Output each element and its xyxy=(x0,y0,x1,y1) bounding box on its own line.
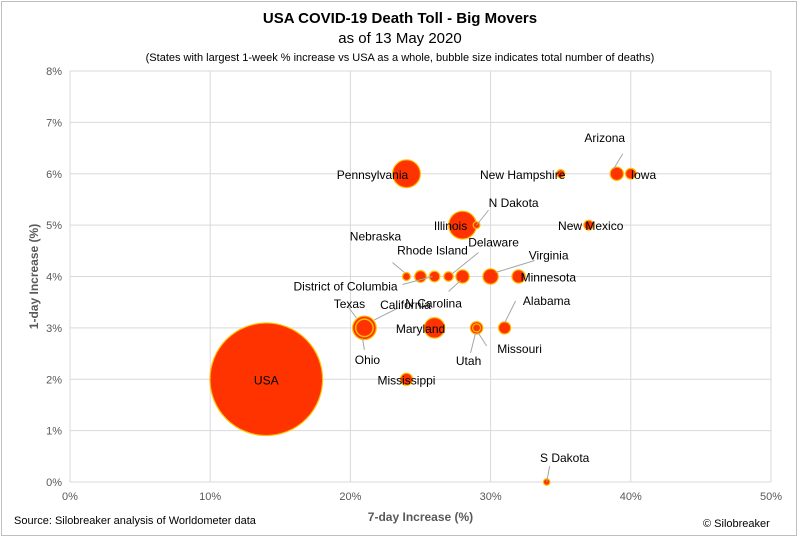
leader-line-arizona xyxy=(613,153,624,170)
point-label-alabama: Alabama xyxy=(523,294,571,308)
point-label-nebraska: Nebraska xyxy=(350,230,402,244)
point-label-minnesota: Minnesota xyxy=(521,271,577,285)
y-tick-label: 8% xyxy=(46,66,62,78)
y-axis-title: 1-day Increase (%) xyxy=(27,224,41,329)
leader-line-n-carolina xyxy=(448,280,461,292)
y-tick-label: 7% xyxy=(46,117,62,129)
point-label-usa: USA xyxy=(254,373,279,387)
bubble-n-carolina xyxy=(455,269,470,284)
leader-line-n-dakota xyxy=(476,209,489,226)
x-tick-label: 40% xyxy=(620,491,642,503)
point-label-pennsylvania: Pennsylvania xyxy=(337,168,409,182)
leader-line-alabama xyxy=(504,300,517,324)
x-tick-label: 20% xyxy=(339,491,361,503)
point-label-maryland: Maryland xyxy=(396,322,445,336)
y-tick-label: 6% xyxy=(46,169,62,181)
point-label-new-mexico: New Mexico xyxy=(558,219,624,233)
bubble-nebraska xyxy=(401,271,412,282)
point-label-missouri: Missouri xyxy=(497,342,542,356)
y-tick-label: 5% xyxy=(46,220,62,232)
point-label-new-hampshire: New Hampshire xyxy=(480,168,566,182)
bubble-new-mexico xyxy=(583,219,595,231)
bubble-usa xyxy=(209,322,324,437)
y-tick-label: 0% xyxy=(46,477,62,489)
point-label-delaware: Delaware xyxy=(468,236,519,250)
bubble-district-of-columbia xyxy=(428,270,441,283)
bubble-alabama xyxy=(497,321,512,335)
x-tick-label: 10% xyxy=(199,491,221,503)
point-label-n-dakota: N Dakota xyxy=(489,196,539,210)
point-label-illinois: Illinois xyxy=(434,219,467,233)
bubble-delaware xyxy=(443,271,454,282)
leader-line-california xyxy=(374,307,399,321)
leader-line-ohio xyxy=(361,337,365,350)
y-tick-label: 1% xyxy=(46,426,62,438)
x-axis-title: 7-day Increase (%) xyxy=(368,510,473,524)
bubble-mississippi xyxy=(399,372,414,386)
chart-title: USA COVID-19 Death Toll - Big Movers xyxy=(262,10,538,27)
bubble-maryland xyxy=(423,317,446,339)
leader-line-texas xyxy=(347,305,357,319)
x-tick-label: 0% xyxy=(62,491,78,503)
x-tick-label: 30% xyxy=(480,491,502,503)
bubble-utah xyxy=(472,323,482,333)
leader-line-utah xyxy=(470,332,477,353)
bubble-texas xyxy=(355,318,374,338)
leader-line-delaware xyxy=(452,252,479,274)
chart-note: (States with largest 1-week % increase v… xyxy=(145,52,655,64)
leader-line-s-dakota xyxy=(546,465,551,483)
y-tick-label: 2% xyxy=(46,374,62,386)
bubble-pennsylvania xyxy=(391,159,422,189)
point-label-texas: Texas xyxy=(334,297,365,311)
point-label-n-carolina: N Carolina xyxy=(405,297,462,311)
point-label-virginia: Virginia xyxy=(529,249,569,263)
point-label-california: California xyxy=(380,298,431,312)
bubble-new-hampshire xyxy=(555,169,566,179)
leader-line-virginia xyxy=(495,260,535,273)
point-label-iowa: Iowa xyxy=(631,168,657,182)
chart-subtitle: as of 13 May 2020 xyxy=(338,30,462,47)
source-note: Source: Silobreaker analysis of Worldome… xyxy=(14,515,256,527)
bubble-virginia xyxy=(482,268,499,285)
y-tick-label: 4% xyxy=(46,272,62,284)
x-tick-label: 50% xyxy=(760,491,782,503)
copyright-note: © Silobreaker xyxy=(703,518,770,530)
bubble-arizona xyxy=(609,166,625,182)
bubble-iowa xyxy=(624,167,637,180)
point-label-ohio: Ohio xyxy=(355,353,381,367)
point-label-rhode-island: Rhode Island xyxy=(397,244,468,258)
point-label-utah: Utah xyxy=(456,354,481,368)
leader-line-district-of-columbia xyxy=(402,276,433,285)
y-tick-label: 3% xyxy=(46,323,62,335)
point-label-arizona: Arizona xyxy=(584,131,625,145)
point-label-s-dakota: S Dakota xyxy=(540,451,590,465)
point-label-mississippi: Mississippi xyxy=(377,373,435,387)
point-label-district-of-columbia: District of Columbia xyxy=(294,280,398,294)
bubble-minnesota xyxy=(511,269,526,284)
leader-line-nebraska xyxy=(392,262,405,273)
leader-line-missouri xyxy=(477,331,488,347)
